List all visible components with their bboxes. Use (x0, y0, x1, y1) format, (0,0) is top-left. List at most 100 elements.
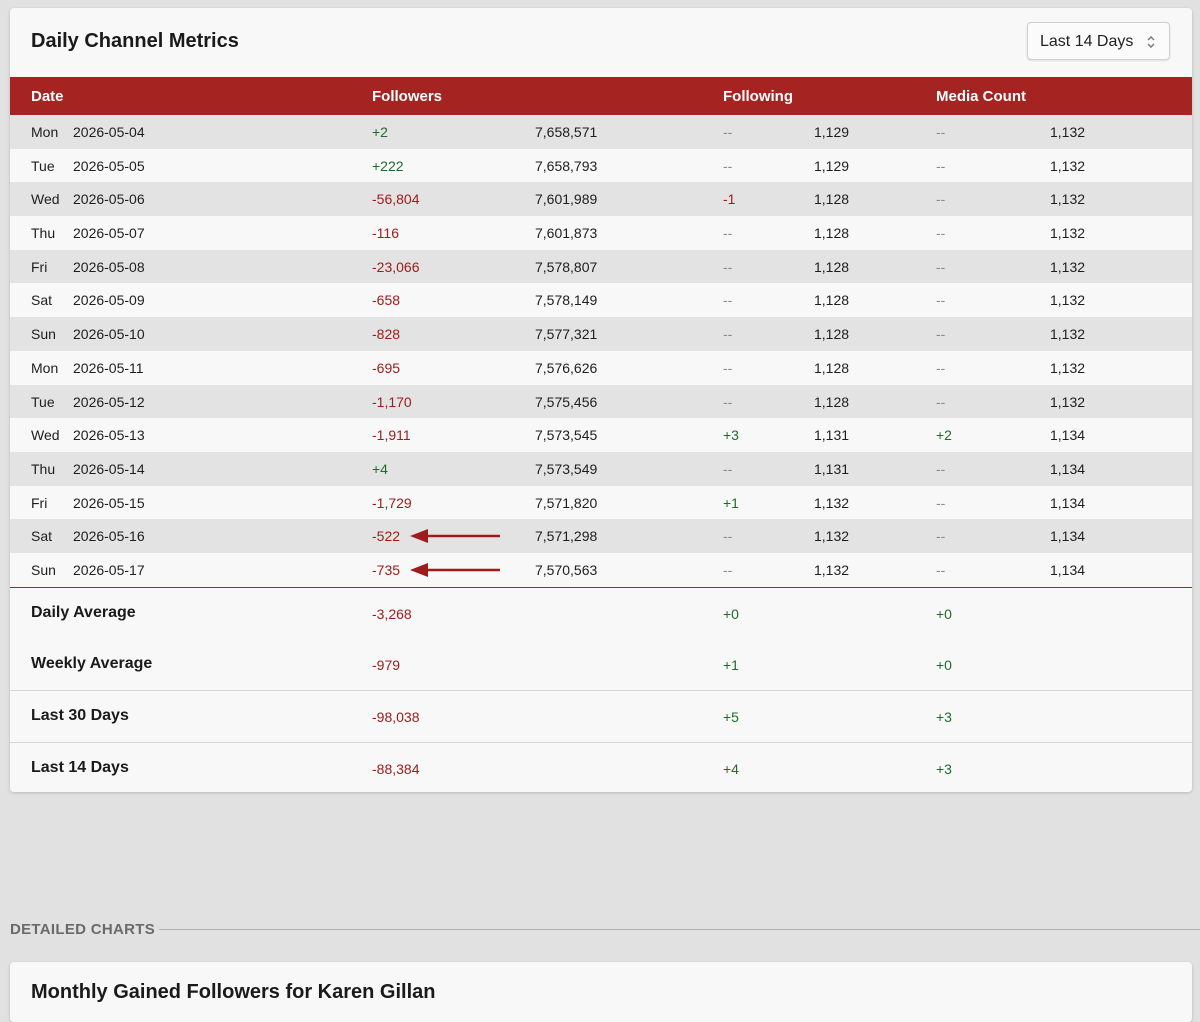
summary-label: Last 30 Days (31, 707, 129, 724)
date-cell: 2026-05-17 (73, 561, 145, 578)
followers-change-cell: -1,911 (372, 427, 411, 444)
day-cell: Fri (31, 258, 48, 275)
summary-row: Daily Average -3,268 +0 +0 (10, 588, 1192, 639)
summary-media-value: +3 (936, 761, 952, 777)
following-change-cell: -- (723, 561, 733, 578)
media-total-cell: 1,132 (1050, 292, 1086, 309)
media-change-cell: -- (936, 157, 946, 174)
media-total-cell: 1,132 (1050, 124, 1086, 140)
table-bottom-divider (10, 587, 1192, 588)
followers-change-cell: -56,804 (372, 191, 420, 208)
followers-total-cell: 7,575,456 (535, 393, 598, 410)
summary-media-value: +3 (936, 709, 952, 725)
following-change-cell: -- (723, 460, 733, 477)
followers-change-cell: -735 (372, 561, 401, 578)
date-cell: 2026-05-05 (73, 157, 145, 174)
following-change-cell: +1 (723, 494, 739, 511)
date-cell: 2026-05-06 (73, 191, 145, 208)
following-change-cell: -- (723, 326, 733, 343)
following-total-cell: 1,132 (814, 528, 850, 545)
following-total-cell: 1,131 (814, 460, 850, 477)
following-total-cell: 1,129 (814, 124, 850, 140)
followers-total-cell: 7,658,793 (535, 157, 598, 174)
date-cell: 2026-05-08 (73, 258, 145, 275)
summary-followers-value: -88,384 (372, 761, 420, 777)
day-cell: Sun (31, 326, 56, 343)
followers-total-cell: 7,601,873 (535, 225, 598, 242)
followers-change-cell: -1,729 (372, 494, 412, 511)
column-header-followers: Followers (372, 88, 443, 105)
table-row: Sat 2026-05-09 -658 7,578,149 -- 1,128 -- 1,132 (10, 283, 1192, 318)
table-row: Sun 2026-05-17 -735 7,570,563 -- 1,132 -- 1,134 (10, 552, 1192, 587)
following-total-cell: 1,128 (814, 326, 850, 343)
following-change-cell: -- (723, 292, 733, 309)
following-change-cell: +3 (723, 427, 739, 444)
date-cell: 2026-05-15 (73, 494, 145, 511)
media-change-cell: -- (936, 225, 946, 242)
media-change-cell: -- (936, 124, 946, 140)
media-change-cell: +2 (936, 427, 952, 444)
summary-followers-value: -979 (372, 657, 401, 673)
date-cell: 2026-05-13 (73, 427, 145, 444)
media-change-cell: -- (936, 191, 946, 208)
media-change-cell: -- (936, 292, 946, 309)
summary-media-value: +0 (936, 606, 952, 622)
day-cell: Tue (31, 157, 55, 174)
summary-following-value: +4 (723, 761, 739, 777)
chart-card-title: Monthly Gained Followers for Karen Gilla… (31, 981, 436, 1003)
summary-row: Last 14 Days -88,384 +4 +3 (10, 742, 1192, 794)
followers-total-cell: 7,578,807 (535, 258, 598, 275)
table-row: Wed 2026-05-13 -1,911 7,573,545 +3 1,131 +2 1,1… (10, 418, 1192, 452)
following-total-cell: 1,132 (814, 494, 850, 511)
followers-change-cell: +4 (372, 460, 388, 477)
following-total-cell: 1,128 (814, 359, 850, 376)
table-row: Thu 2026-05-07 -116 7,601,873 -- 1,128 -- 1,132 (10, 216, 1192, 250)
column-header-date: Date (31, 88, 64, 105)
followers-total-cell: 7,578,149 (535, 292, 598, 309)
followers-change-cell: +222 (372, 157, 404, 174)
following-total-cell: 1,128 (814, 292, 850, 309)
followers-total-cell: 7,573,545 (535, 427, 598, 444)
followers-total-cell: 7,570,563 (535, 561, 598, 578)
date-range-select[interactable]: Last 14 Days (1027, 22, 1170, 60)
followers-change-cell: -695 (372, 359, 401, 376)
date-cell: 2026-05-10 (73, 326, 145, 343)
followers-change-cell: -658 (372, 292, 401, 309)
media-total-cell: 1,132 (1050, 258, 1086, 275)
summary-following-value: +1 (723, 657, 739, 673)
daily-metrics-card: Daily Channel Metrics Last 14 Days Date … (10, 8, 1192, 792)
summary-row: Weekly Average -979 +1 +0 (10, 639, 1192, 690)
column-header-following: Following (723, 88, 793, 105)
day-cell: Tue (31, 393, 55, 410)
following-change-cell: -- (723, 393, 733, 410)
following-change-cell: -- (723, 359, 733, 376)
media-change-cell: -- (936, 528, 946, 545)
following-total-cell: 1,128 (814, 258, 850, 275)
following-total-cell: 1,128 (814, 393, 850, 410)
table-body: Mon 2026-05-04 +2 7,658,571 -- 1,129 -- 1,132 Tu… (10, 115, 1192, 587)
media-total-cell: 1,132 (1050, 359, 1086, 376)
summary-followers-value: -98,038 (372, 709, 420, 725)
following-change-cell: -- (723, 528, 733, 545)
followers-total-cell: 7,577,321 (535, 326, 598, 343)
followers-total-cell: 7,573,549 (535, 460, 598, 477)
following-change-cell: -- (723, 258, 733, 275)
media-total-cell: 1,134 (1050, 561, 1086, 578)
date-cell: 2026-05-04 (73, 124, 145, 140)
media-total-cell: 1,132 (1050, 393, 1086, 410)
day-cell: Wed (31, 191, 60, 208)
media-change-cell: -- (936, 326, 946, 343)
date-cell: 2026-05-16 (73, 528, 145, 545)
media-change-cell: -- (936, 494, 946, 511)
day-cell: Thu (31, 225, 56, 242)
table-row: Sat 2026-05-16 -522 7,571,298 -- 1,132 -- 1,134 (10, 519, 1192, 553)
highlight-arrow-icon (410, 562, 500, 577)
day-cell: Sat (31, 292, 53, 309)
summary-label: Last 14 Days (31, 759, 129, 776)
media-total-cell: 1,134 (1050, 460, 1086, 477)
followers-change-cell: -1,170 (372, 393, 412, 410)
date-cell: 2026-05-12 (73, 393, 145, 410)
table-row: Mon 2026-05-11 -695 7,576,626 -- 1,128 -- 1,132 (10, 350, 1192, 385)
media-total-cell: 1,132 (1050, 157, 1086, 174)
table-row: Fri 2026-05-15 -1,729 7,571,820 +1 1,132 -- 1,1… (10, 485, 1192, 520)
